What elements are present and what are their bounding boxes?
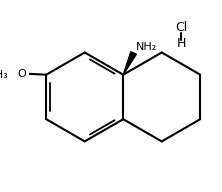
Polygon shape	[123, 52, 136, 75]
Text: CH₃: CH₃	[0, 70, 8, 80]
Text: H: H	[176, 36, 186, 50]
Text: NH₂: NH₂	[136, 42, 157, 52]
Text: Cl: Cl	[175, 21, 188, 34]
Text: O: O	[18, 69, 26, 79]
